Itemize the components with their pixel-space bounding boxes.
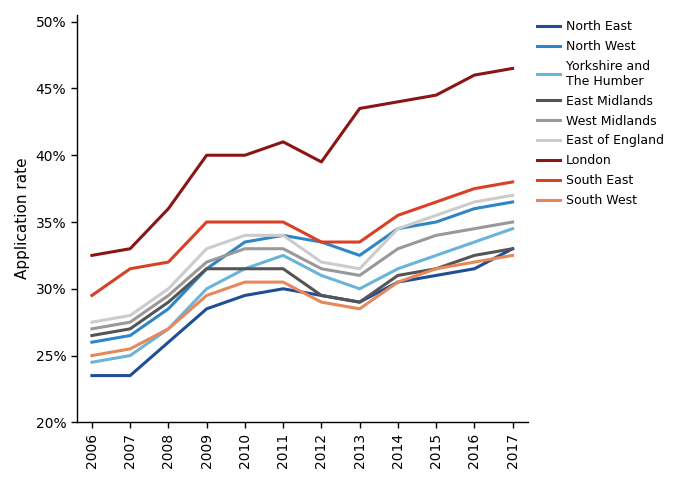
Y-axis label: Application rate: Application rate bbox=[15, 158, 30, 280]
Legend: North East, North West, Yorkshire and
The Humber, East Midlands, West Midlands, : North East, North West, Yorkshire and Th… bbox=[532, 15, 669, 212]
